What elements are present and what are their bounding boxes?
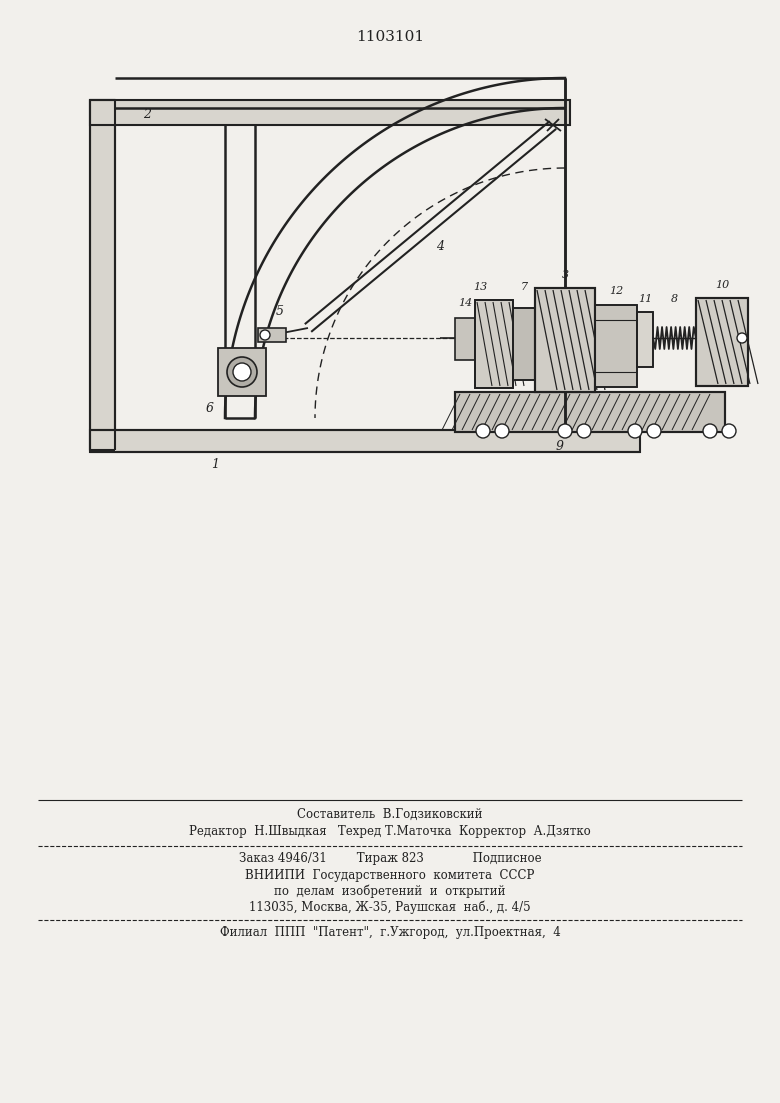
Bar [455, 318, 475, 360]
Bar [90, 430, 640, 452]
Text: Филиал  ППП  "Патент",  г.Ужгород,  ул.Проектная,  4: Филиал ППП "Патент", г.Ужгород, ул.Проек… [220, 927, 560, 939]
Text: 11: 11 [638, 295, 652, 304]
Text: 9: 9 [556, 440, 564, 453]
Circle shape [227, 357, 257, 387]
Bar [595, 306, 637, 387]
Circle shape [703, 424, 717, 438]
Bar [595, 306, 637, 387]
Circle shape [495, 424, 509, 438]
Bar [535, 288, 595, 392]
Circle shape [558, 424, 572, 438]
Text: 14: 14 [458, 298, 472, 308]
Bar [475, 300, 513, 388]
Text: 3: 3 [562, 270, 569, 280]
Circle shape [233, 363, 251, 381]
Bar [258, 328, 286, 342]
Bar [696, 298, 748, 386]
Circle shape [722, 424, 736, 438]
Text: 8: 8 [671, 295, 678, 304]
Text: 13: 13 [473, 282, 488, 292]
Bar [475, 300, 513, 388]
Circle shape [577, 424, 591, 438]
Text: Составитель  В.Годзиковский: Составитель В.Годзиковский [297, 808, 483, 821]
Bar [218, 349, 266, 396]
Text: 7: 7 [520, 282, 527, 292]
Bar [455, 392, 725, 432]
Bar [535, 288, 595, 392]
Bar [513, 308, 535, 381]
Text: 5: 5 [276, 306, 284, 318]
Text: 1103101: 1103101 [356, 30, 424, 44]
Text: 1: 1 [211, 458, 219, 471]
Circle shape [628, 424, 642, 438]
Bar [90, 100, 570, 125]
Bar [696, 298, 748, 386]
Text: 2: 2 [143, 108, 151, 121]
Text: 4: 4 [436, 240, 444, 253]
Bar [455, 392, 725, 432]
Text: 113035, Москва, Ж-35, Раушская  наб., д. 4/5: 113035, Москва, Ж-35, Раушская наб., д. … [249, 901, 531, 914]
Circle shape [647, 424, 661, 438]
Bar [637, 312, 653, 367]
Bar [637, 312, 653, 367]
Circle shape [737, 333, 747, 343]
Text: Редактор  Н.Швыдкая   Техред Т.Маточка  Корректор  А.Дзятко: Редактор Н.Швыдкая Техред Т.Маточка Корр… [189, 825, 591, 838]
Circle shape [260, 330, 270, 340]
Text: 10: 10 [715, 280, 729, 290]
Text: ВНИИПИ  Государственного  комитета  СССР: ВНИИПИ Государственного комитета СССР [246, 869, 534, 882]
Text: 12: 12 [609, 286, 623, 296]
Bar [90, 100, 115, 450]
Bar [513, 308, 535, 381]
Circle shape [476, 424, 490, 438]
Text: по  делам  изобретений  и  открытий: по делам изобретений и открытий [275, 885, 505, 899]
Text: 6: 6 [206, 401, 214, 415]
Text: Заказ 4946/31        Тираж 823             Подписное: Заказ 4946/31 Тираж 823 Подписное [239, 852, 541, 865]
